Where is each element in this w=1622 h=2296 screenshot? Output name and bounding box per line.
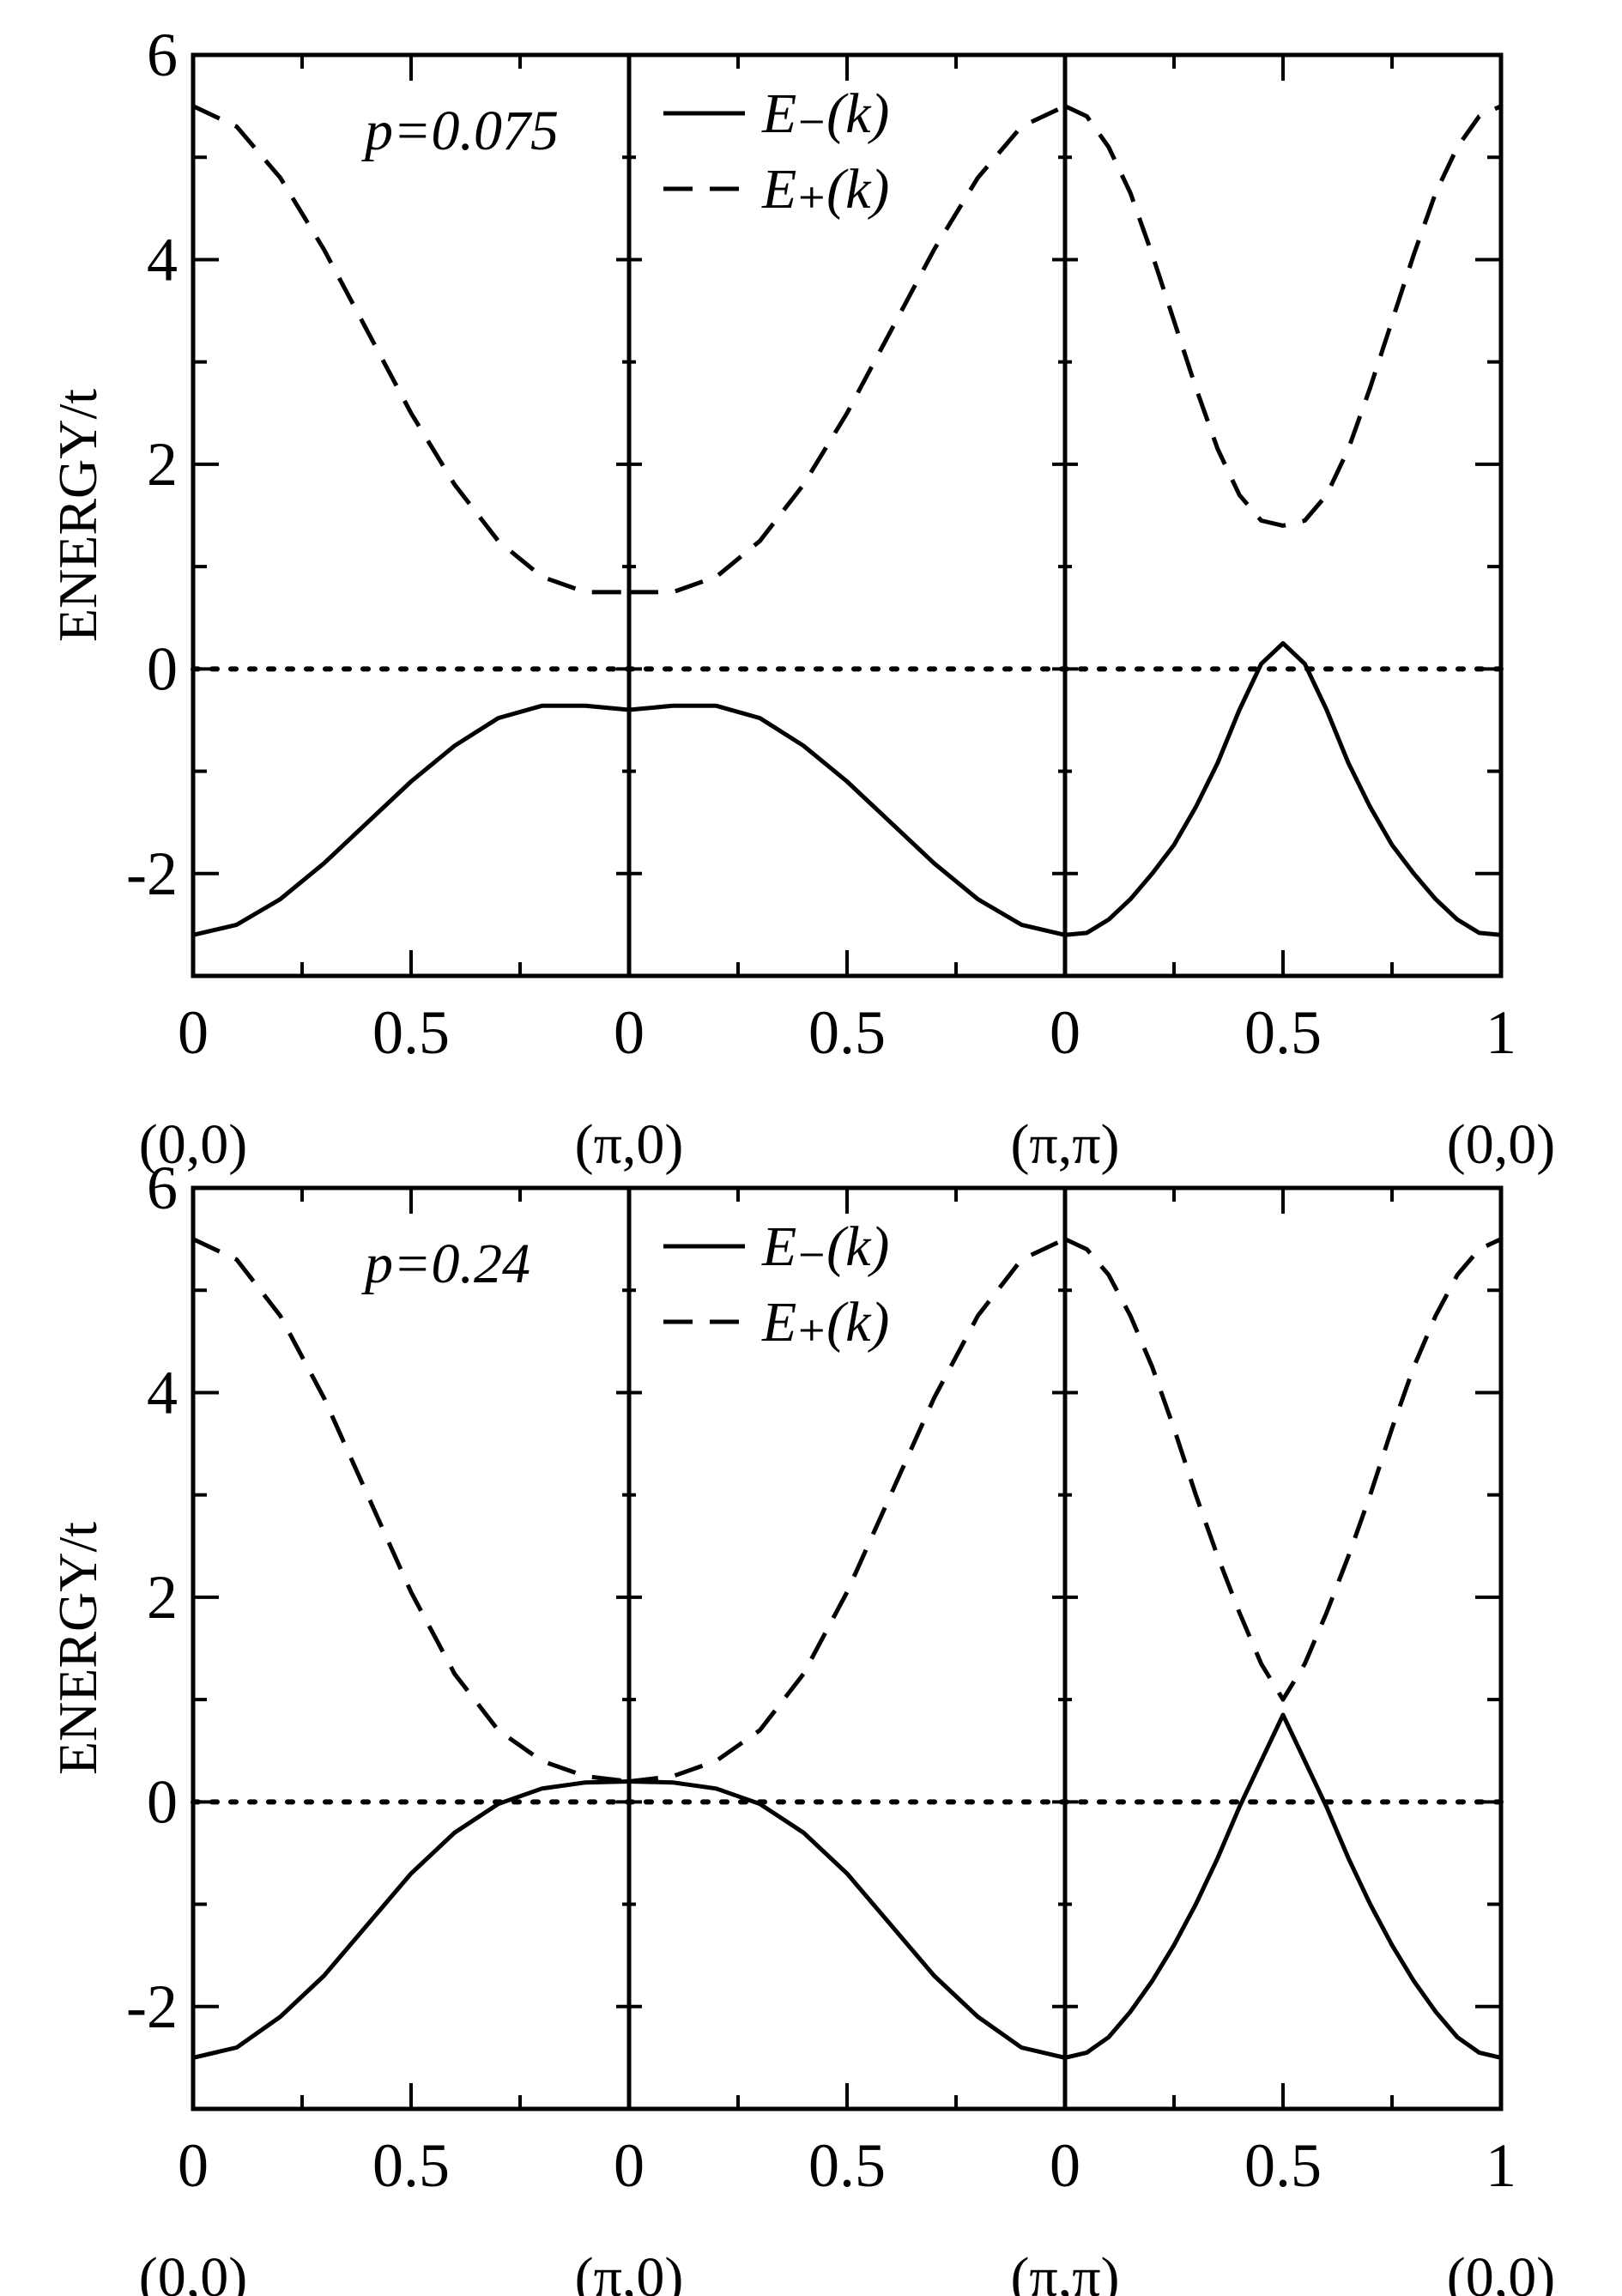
e-plus-curve xyxy=(629,104,1067,595)
y-tick-label: -2 xyxy=(126,839,178,908)
y-tick-label: 6 xyxy=(147,1154,178,1222)
x-tick-label: 0.5 xyxy=(808,998,886,1067)
x-tick-label: 0.5 xyxy=(808,2131,886,2200)
panel-bottom: -2 0 2 4 6 0 0.5 (0,0) 0 0.5 (π,0) 0 0.5 1 (π,π) (0,0) E… xyxy=(47,1154,1555,2296)
y-tick-label: 0 xyxy=(147,634,178,703)
e-plus-curve xyxy=(1063,104,1503,528)
y-tick-label: 4 xyxy=(147,225,178,294)
legend-label: E₊(k) xyxy=(761,1291,889,1354)
k-point-label: (π,π) xyxy=(1010,2246,1119,2296)
x-tick-label: 0.5 xyxy=(1244,2131,1322,2200)
y-axis-label: ENERGY/t xyxy=(47,1522,108,1775)
k-point-label: (0,0) xyxy=(1447,1113,1555,1176)
e-minus-curve xyxy=(628,1779,1066,2060)
x-tick-label: 0 xyxy=(178,2131,209,2200)
y-tick-label: 2 xyxy=(147,1563,178,1632)
y-tick-label: -2 xyxy=(126,1972,178,2041)
x-tick-label: 0 xyxy=(614,2131,645,2200)
x-tick-label: 1 xyxy=(1486,998,1516,1067)
x-tick-label: 0 xyxy=(178,998,209,1067)
k-point-label: (π,0) xyxy=(575,2246,684,2296)
e-plus-curve xyxy=(191,1237,630,1784)
legend-label: E₊(k) xyxy=(761,158,889,221)
y-tick-label: 0 xyxy=(147,1767,178,1836)
k-point-label: (0,0) xyxy=(139,1113,247,1176)
e-plus-curve xyxy=(628,1237,1067,1784)
e-minus-curve xyxy=(1064,641,1502,937)
k-point-label: (π,0) xyxy=(575,1113,684,1176)
y-tick-label: 2 xyxy=(147,430,178,499)
k-point-label: (0,0) xyxy=(139,2246,247,2296)
e-plus-curve xyxy=(191,104,629,595)
e-minus-curve xyxy=(192,703,630,937)
x-tick-label: 1 xyxy=(1486,2131,1516,2200)
legend-label: E₋(k) xyxy=(761,1215,889,1278)
x-tick-label: 0 xyxy=(1050,998,1080,1067)
x-tick-label: 0 xyxy=(1050,2131,1080,2200)
x-tick-label: 0.5 xyxy=(1244,998,1322,1067)
e-minus-curve xyxy=(1064,1712,1502,2060)
y-tick-label: 4 xyxy=(147,1358,178,1427)
y-axis-label: ENERGY/t xyxy=(47,389,108,642)
k-point-label: (0,0) xyxy=(1447,2246,1555,2296)
e-minus-curve xyxy=(192,1779,630,2060)
e-plus-curve xyxy=(1063,1237,1503,1702)
y-tick-label: 6 xyxy=(147,21,178,89)
e-minus-curve xyxy=(628,703,1066,937)
doping-annotation: p=0.24 xyxy=(361,1233,530,1295)
doping-annotation: p=0.075 xyxy=(361,100,559,162)
x-tick-label: 0.5 xyxy=(372,998,450,1067)
k-point-label: (π,π) xyxy=(1010,1113,1119,1176)
legend-label: E₋(k) xyxy=(761,82,889,145)
x-tick-label: 0.5 xyxy=(372,2131,450,2200)
x-tick-label: 0 xyxy=(614,998,645,1067)
panel-top: -2 0 2 4 6 0 0.5 (0,0) 0 0.5 (π,0) 0 0.5 1 (π,π) (0,0) E… xyxy=(47,21,1555,1176)
